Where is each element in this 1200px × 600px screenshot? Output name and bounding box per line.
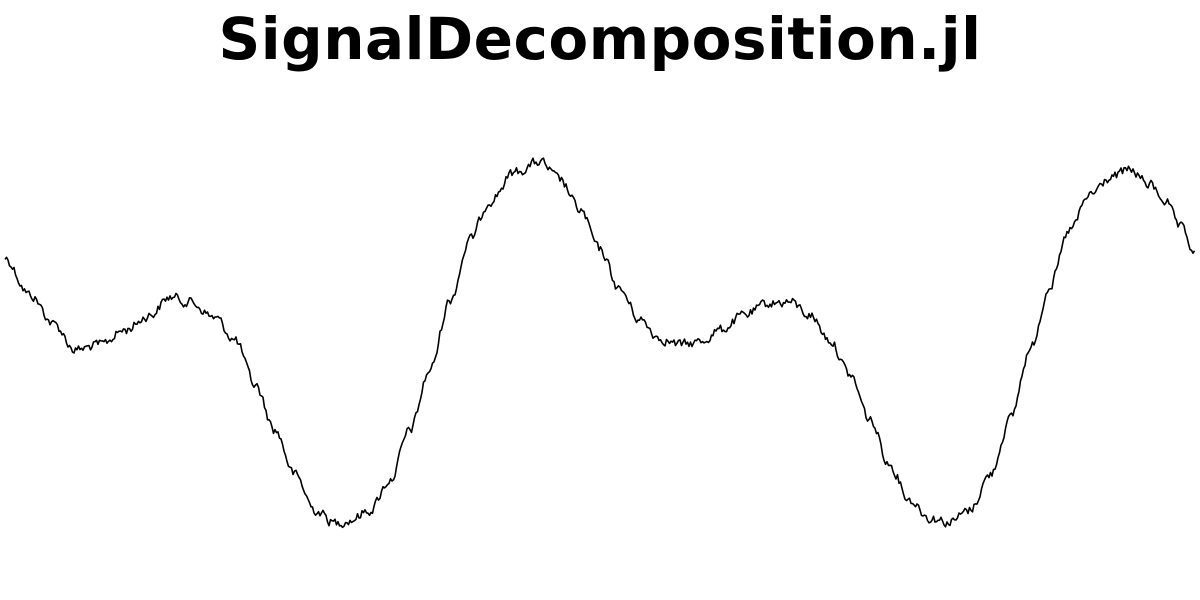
signal-line	[4, 157, 1196, 529]
page-title: SignalDecomposition.jl	[218, 5, 982, 73]
